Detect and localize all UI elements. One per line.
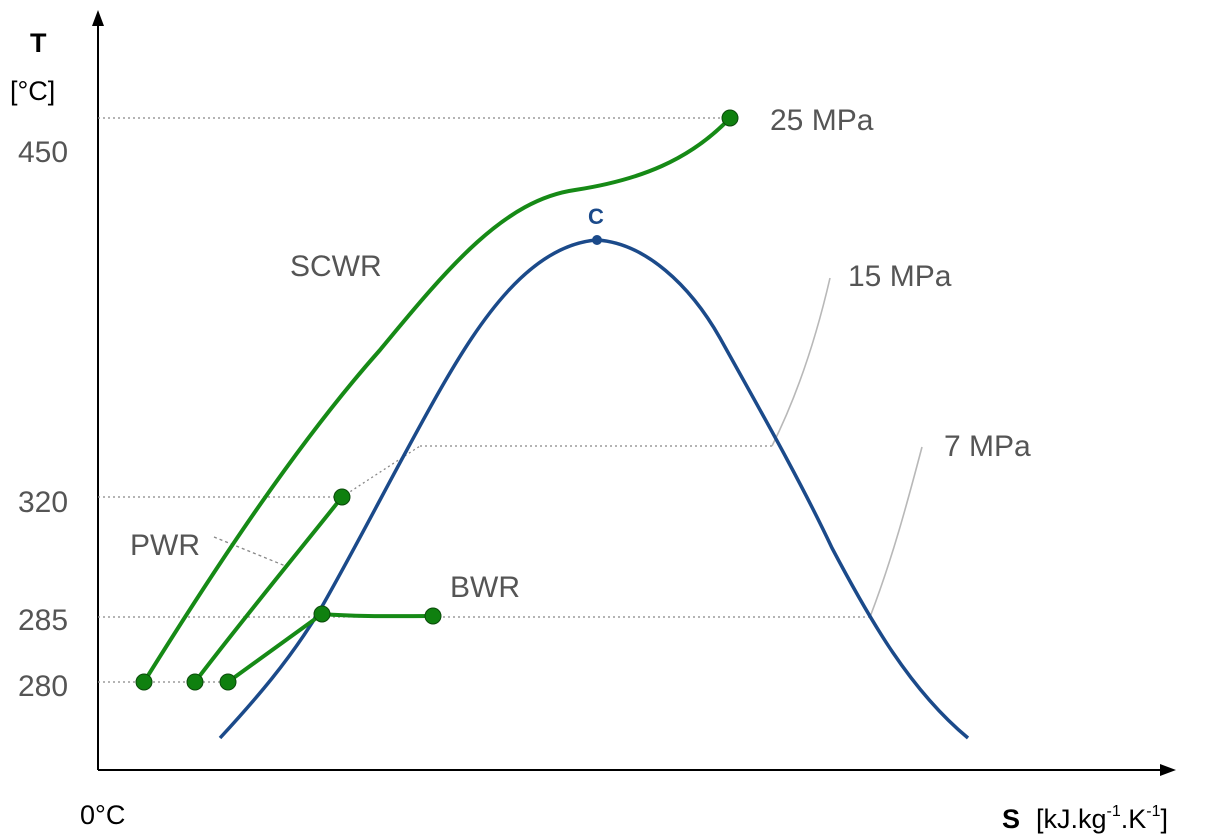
- x-unit-exp2: -1: [1146, 803, 1160, 820]
- node-bwr-saturation: [313, 605, 331, 623]
- y-tick-450: 450: [18, 136, 68, 169]
- x-unit-exp1: -1: [1107, 803, 1121, 820]
- label-7mpa: 7 MPa: [944, 430, 1031, 463]
- guide-lines: [98, 117, 870, 683]
- saturation-dome: [218, 238, 970, 740]
- node-bwr-end: [424, 607, 442, 625]
- scwr-curve: [142, 116, 732, 684]
- critical-point: [592, 235, 602, 245]
- label-pwr: PWR: [130, 529, 200, 562]
- state-points: [135, 109, 739, 691]
- critical-point-label: C: [588, 204, 604, 229]
- leader-7mpa: [869, 446, 923, 618]
- origin-label: 0°C: [80, 800, 125, 830]
- y-axis-arrow-icon: [92, 10, 104, 26]
- node-pwr-end: [333, 488, 351, 506]
- y-axis-unit: [°C]: [10, 76, 55, 106]
- y-tick-280: 280: [18, 670, 68, 703]
- pwr-curve: [193, 495, 344, 684]
- y-axis-name: T: [30, 28, 47, 58]
- y-tick-320: 320: [18, 486, 68, 519]
- x-unit-suffix: ]: [1161, 804, 1169, 834]
- node-bwr-start: [219, 673, 237, 691]
- x-unit-prefix: [kJ.kg: [1036, 804, 1107, 834]
- leader-pwr: [213, 536, 289, 568]
- label-15mpa: 15 MPa: [848, 260, 952, 293]
- x-unit-mid: .K: [1121, 804, 1147, 834]
- axes: [92, 10, 1176, 776]
- leader-15mpa: [771, 277, 831, 447]
- x-axis-arrow-icon: [1160, 764, 1176, 776]
- label-25mpa: 25 MPa: [770, 104, 874, 137]
- node-scwr-end: [721, 109, 739, 127]
- node-scwr-start: [135, 673, 153, 691]
- guide-pwr-to-dome: [341, 445, 421, 498]
- bwr-curve: [226, 611, 435, 684]
- node-pwr-start: [186, 673, 204, 691]
- x-axis-name: S: [1002, 804, 1020, 834]
- label-bwr: BWR: [450, 571, 520, 604]
- label-scwr: SCWR: [290, 250, 382, 283]
- y-tick-285: 285: [18, 604, 68, 637]
- x-axis-unit: [kJ.kg-1.K-1]: [1036, 803, 1168, 834]
